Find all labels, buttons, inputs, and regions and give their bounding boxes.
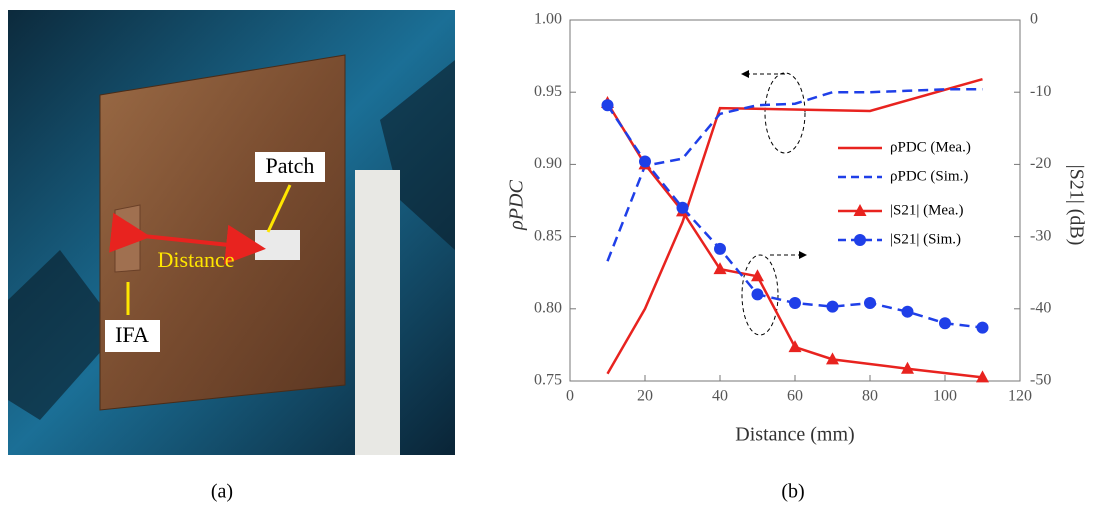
plot-frame bbox=[570, 20, 1020, 381]
x-tick-label: 120 bbox=[1008, 388, 1032, 405]
marker bbox=[752, 288, 764, 300]
legend-marker bbox=[854, 234, 866, 246]
photo: Patch Distance IFA bbox=[8, 10, 455, 455]
y-axis-label: ρPDC bbox=[506, 180, 528, 231]
marker bbox=[789, 297, 801, 309]
y-tick-label: 0.75 bbox=[534, 372, 562, 389]
stand bbox=[355, 170, 400, 455]
y-tick-label: 0.95 bbox=[534, 83, 562, 100]
y2-tick-label: -40 bbox=[1030, 299, 1051, 316]
y2-axis-label: |S21| (dB) bbox=[1065, 165, 1087, 246]
annotations bbox=[742, 73, 806, 335]
y2-tick-label: -50 bbox=[1030, 372, 1051, 389]
caption: (b) bbox=[781, 481, 804, 503]
legend-label: |S21| (Sim.) bbox=[890, 231, 961, 247]
marker bbox=[789, 340, 802, 352]
y2-tick-label: 0 bbox=[1030, 11, 1038, 28]
photo-label: Patch bbox=[266, 153, 315, 178]
marker bbox=[977, 322, 989, 334]
legend-label: ρPDC (Sim.) bbox=[890, 168, 968, 184]
x-tick-label: 100 bbox=[933, 388, 957, 405]
y-tick-label: 0.80 bbox=[534, 299, 562, 316]
marker bbox=[714, 243, 726, 255]
marker bbox=[939, 317, 951, 329]
photo-label: Distance bbox=[158, 247, 235, 272]
marker bbox=[602, 99, 614, 111]
series-line bbox=[608, 79, 983, 374]
legend-label: ρPDC (Mea.) bbox=[890, 139, 971, 155]
marker bbox=[864, 297, 876, 309]
caption: (a) bbox=[211, 481, 233, 503]
annotation-ellipse bbox=[765, 73, 805, 153]
patch-antenna bbox=[255, 230, 300, 260]
y2-tick-label: -20 bbox=[1030, 155, 1051, 172]
marker bbox=[639, 156, 651, 168]
y-tick-label: 0.90 bbox=[534, 155, 562, 172]
y-tick-label: 1.00 bbox=[534, 11, 562, 28]
x-axis-label: Distance (mm) bbox=[735, 424, 854, 446]
x-tick-label: 60 bbox=[787, 388, 803, 405]
figure: Patch Distance IFA (a) (b) Distance (mm)… bbox=[0, 0, 1097, 509]
y2-tick-label: -30 bbox=[1030, 227, 1051, 244]
y-tick-label: 0.85 bbox=[534, 227, 562, 244]
x-tick-label: 20 bbox=[637, 388, 653, 405]
legend-label: |S21| (Mea.) bbox=[890, 202, 964, 218]
ifa-antenna bbox=[115, 205, 140, 272]
y2-tick-label: -10 bbox=[1030, 83, 1051, 100]
marker bbox=[902, 306, 914, 318]
marker bbox=[827, 301, 839, 313]
x-tick-label: 40 bbox=[712, 388, 728, 405]
x-tick-label: 0 bbox=[566, 388, 574, 405]
marker bbox=[677, 202, 689, 214]
photo-label: IFA bbox=[115, 322, 149, 347]
x-tick-label: 80 bbox=[862, 388, 878, 405]
